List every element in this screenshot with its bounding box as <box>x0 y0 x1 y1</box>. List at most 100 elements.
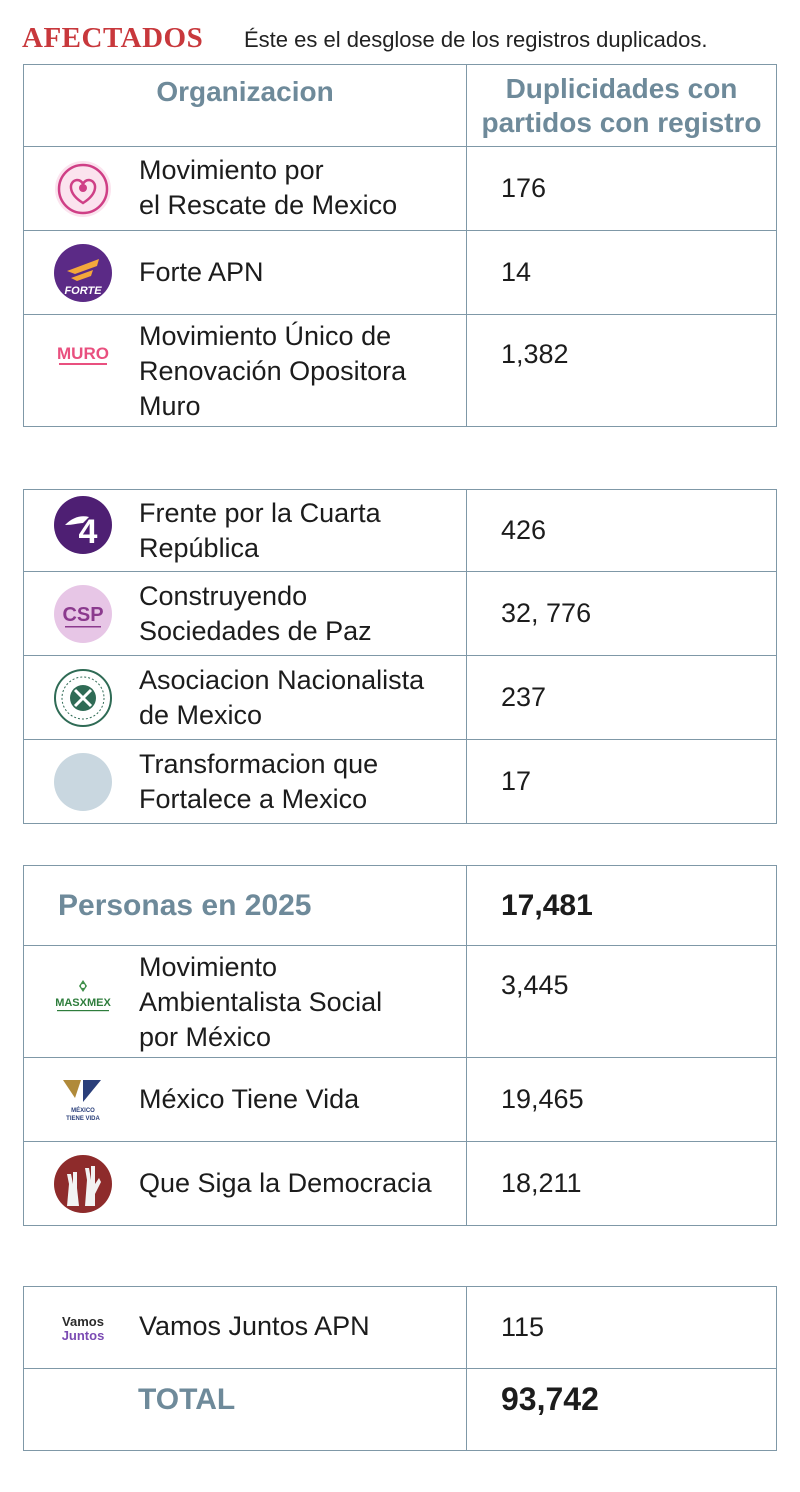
table-row: Movimiento por el Rescate de Mexico 176 <box>23 146 777 231</box>
blank-circle-logo <box>54 753 112 811</box>
value-cell: 18,211 <box>466 1141 777 1226</box>
org-name-line1: Que Siga la Democracia <box>139 1168 432 1198</box>
table-row: Asociacion Nacionalista de Mexico 237 <box>23 655 777 740</box>
rescate-logo <box>55 161 111 217</box>
masxmex-logo: MASXMEX <box>55 980 111 1012</box>
vamos-juntos-logo: Vamos Juntos <box>62 1314 105 1343</box>
table-group-3: Personas en 2025 17,481 MASXMEX Movimien… <box>23 865 777 1226</box>
table-group-1: Organizacion Duplicidades con partidos c… <box>23 64 777 427</box>
vamos-logo-text1: Vamos <box>62 1314 104 1329</box>
org-name-line1: Vamos Juntos APN <box>139 1311 370 1341</box>
table-row: CSP Construyendo Sociedades de Paz 32, 7… <box>23 571 777 656</box>
org-name: Forte APN <box>139 255 458 290</box>
org-cell: 4 Frente por la Cuarta República <box>23 489 467 572</box>
org-name-line2: Sociedades de Paz <box>139 616 372 646</box>
org-name-line1: Construyendo <box>139 581 308 611</box>
table-header-row: Organizacion Duplicidades con partidos c… <box>23 64 777 147</box>
summary-value: 17,481 <box>466 865 777 946</box>
org-cell: MASXMEX Movimiento Ambientalista Social … <box>23 945 467 1058</box>
masxmex-logo-text: MASXMEX <box>55 997 111 1009</box>
org-cell: FORTE Forte APN <box>23 230 467 315</box>
value-cell: 3,445 <box>466 945 777 1058</box>
header: AFECTADOS Éste es el desglose de los reg… <box>22 18 782 58</box>
nacionalista-seal-logo <box>54 669 112 727</box>
org-name: Que Siga la Democracia <box>139 1166 458 1201</box>
table-group-2: 4 Frente por la Cuarta República 426 CSP… <box>23 489 777 824</box>
org-name: Transformacion que Fortalece a Mexico <box>139 747 458 817</box>
value-cell: 1,382 <box>466 314 777 427</box>
kicker: AFECTADOS <box>22 22 204 54</box>
table-row: MURO Movimiento Único de Renovación Opos… <box>23 314 777 427</box>
value-cell: 176 <box>466 146 777 231</box>
org-cell: MÉXICO TIENE VIDA México Tiene Vida <box>23 1057 467 1142</box>
org-name-line1: Asociacion Nacionalista <box>139 665 425 695</box>
table-group-4: Vamos Juntos Vamos Juntos APN 115 TOTAL … <box>23 1286 777 1451</box>
csp-logo: CSP <box>54 585 112 643</box>
forte-logo-text: FORTE <box>64 285 102 297</box>
value-cell: 17 <box>466 739 777 824</box>
org-cell: Movimiento por el Rescate de Mexico <box>23 146 467 231</box>
org-name: Vamos Juntos APN <box>139 1309 458 1344</box>
org-name-line1: Movimiento por <box>139 155 324 185</box>
header-organizacion: Organizacion <box>23 64 467 147</box>
cuarta-logo-text: 4 <box>79 513 98 551</box>
org-name: Frente por la Cuarta República <box>139 496 458 566</box>
org-name-line2: el Rescate de Mexico <box>139 190 398 220</box>
muro-logo-text: MURO <box>57 344 109 363</box>
org-name-line1: Movimiento <box>139 952 278 982</box>
org-name: Asociacion Nacionalista de Mexico <box>139 663 458 733</box>
org-name-line2: Ambientalista Social <box>139 987 383 1017</box>
value-cell: 32, 776 <box>466 571 777 656</box>
org-name-line2: Renovación Opositora <box>139 356 407 386</box>
org-name: Construyendo Sociedades de Paz <box>139 579 458 649</box>
table-row: Transformacion que Fortalece a Mexico 17 <box>23 739 777 824</box>
org-cell: MURO Movimiento Único de Renovación Opos… <box>23 314 467 427</box>
header-duplicidades-line2: partidos con registro <box>481 106 762 138</box>
org-name-line2: Fortalece a Mexico <box>139 784 368 814</box>
org-name: México Tiene Vida <box>139 1082 458 1117</box>
org-cell: Que Siga la Democracia <box>23 1141 467 1226</box>
org-name-line1: Forte APN <box>139 257 264 287</box>
total-label: TOTAL <box>23 1368 467 1451</box>
muro-logo: MURO <box>57 344 109 365</box>
csp-logo-text: CSP <box>62 604 103 626</box>
org-name-line1: Transformacion que <box>139 749 379 779</box>
org-name-line3: por México <box>139 1022 272 1052</box>
org-name: Movimiento por el Rescate de Mexico <box>139 153 458 223</box>
summary-label: Personas en 2025 <box>23 865 467 946</box>
header-duplicidades: Duplicidades con partidos con registro <box>466 64 777 147</box>
subtitle: Éste es el desglose de los registros dup… <box>244 27 708 52</box>
table-row: 4 Frente por la Cuarta República 426 <box>23 489 777 572</box>
table-row: FORTE Forte APN 14 <box>23 230 777 315</box>
mtv-logo-text1: MÉXICO <box>71 1106 95 1114</box>
value-cell: 19,465 <box>466 1057 777 1142</box>
org-cell: Vamos Juntos Vamos Juntos APN <box>23 1286 467 1369</box>
mexico-tiene-vida-logo: MÉXICO TIENE VIDA <box>63 1080 101 1122</box>
org-cell: CSP Construyendo Sociedades de Paz <box>23 571 467 656</box>
table-row: Vamos Juntos Vamos Juntos APN 115 <box>23 1286 777 1369</box>
org-name-line1: Frente por la Cuarta <box>139 498 381 528</box>
mtv-logo-text2: TIENE VIDA <box>66 1116 100 1122</box>
table-row: MÉXICO TIENE VIDA México Tiene Vida 19,4… <box>23 1057 777 1142</box>
org-name-line2: de Mexico <box>139 700 263 730</box>
org-name-line3: Muro <box>139 391 201 421</box>
vamos-logo-text2: Juntos <box>62 1328 105 1343</box>
total-value: 93,742 <box>466 1368 777 1451</box>
org-name: Movimiento Único de Renovación Opositora… <box>139 319 458 424</box>
forte-logo: FORTE <box>54 244 112 302</box>
org-name-line1: Movimiento Único de <box>139 321 392 351</box>
org-name: Movimiento Ambientalista Social por Méxi… <box>139 950 458 1055</box>
table-row: Que Siga la Democracia 18,211 <box>23 1141 777 1226</box>
table-row: MASXMEX Movimiento Ambientalista Social … <box>23 945 777 1058</box>
cuarta-republica-logo: 4 <box>54 496 112 554</box>
org-name-line1: México Tiene Vida <box>139 1084 360 1114</box>
total-row: TOTAL 93,742 <box>23 1368 777 1451</box>
org-cell: Transformacion que Fortalece a Mexico <box>23 739 467 824</box>
value-cell: 115 <box>466 1286 777 1369</box>
org-name-line2: República <box>139 533 260 563</box>
org-cell: Asociacion Nacionalista de Mexico <box>23 655 467 740</box>
hands-logo <box>54 1155 112 1213</box>
value-cell: 237 <box>466 655 777 740</box>
value-cell: 426 <box>466 489 777 572</box>
summary-row: Personas en 2025 17,481 <box>23 865 777 946</box>
